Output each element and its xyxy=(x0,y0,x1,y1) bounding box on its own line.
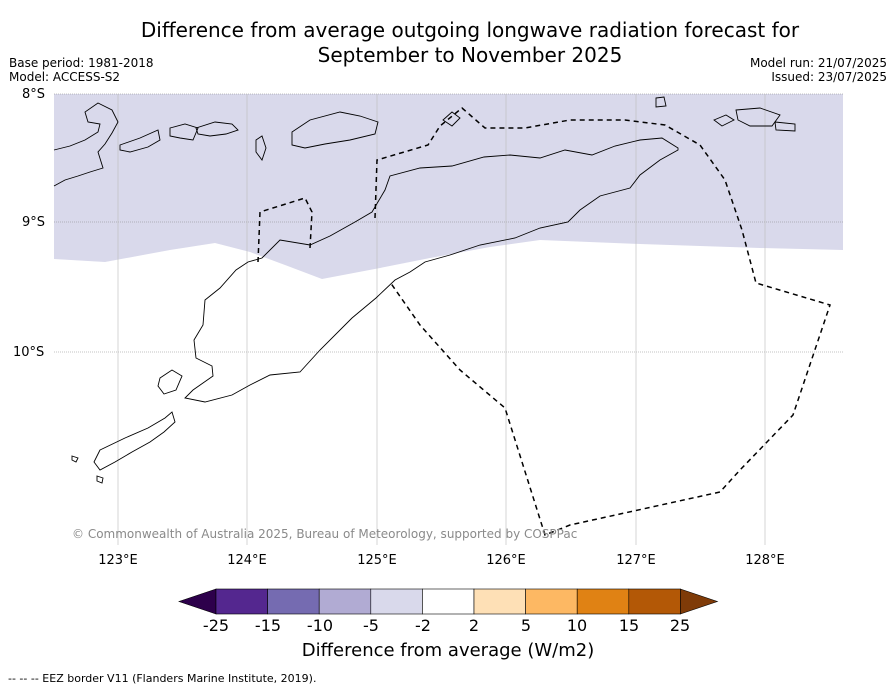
colorbar-tick: -25 xyxy=(202,616,230,635)
lon-label-125e: 125°E xyxy=(357,553,397,568)
base-period: Base period: 1981-2018 xyxy=(9,56,154,70)
title-line-2: September to November 2025 xyxy=(317,43,623,67)
colorbar-segment xyxy=(267,588,320,615)
colorbar-segment xyxy=(473,588,526,615)
anomaly-region xyxy=(54,94,843,279)
island-alor xyxy=(195,121,239,137)
island-lakor xyxy=(735,107,781,127)
lat-label-10s: 10°S xyxy=(13,345,45,360)
island-leti xyxy=(655,96,667,108)
colorbar-tick: 10 xyxy=(566,616,588,635)
model-name: Model: ACCESS-S2 xyxy=(9,70,121,84)
island-wetar xyxy=(291,111,379,149)
lon-label-123e: 123°E xyxy=(98,553,138,568)
lat-label-9s: 9°S xyxy=(22,215,46,230)
copyright-notice: © Commonwealth of Australia 2025, Bureau… xyxy=(72,527,578,541)
meta-right: Model run: 21/07/2025 Issued: 23/07/2025 xyxy=(750,56,887,84)
lon-label-128e: 128°E xyxy=(745,553,785,568)
colorbar-segment xyxy=(215,588,268,615)
colorbar-tick: -10 xyxy=(306,616,334,635)
colorbar-tick: 2 xyxy=(468,616,480,635)
meta-left: Base period: 1981-2018 Model: ACCESS-S2 xyxy=(9,56,154,84)
colorbar-under-extend xyxy=(178,588,217,615)
issued-date: Issued: 23/07/2025 xyxy=(771,70,887,84)
island-ndao xyxy=(71,455,79,463)
coastlines xyxy=(53,96,796,484)
lat-label-8s: 8°S xyxy=(22,87,46,102)
colorbar-segment xyxy=(576,588,630,615)
lon-label-126e: 126°E xyxy=(486,553,526,568)
island-lembata xyxy=(119,129,161,153)
title-line-1: Difference from average outgoing longwav… xyxy=(140,18,800,42)
colorbar-label: Difference from average (W/m2) xyxy=(301,640,595,661)
island-kisar xyxy=(442,111,461,127)
colorbar-tick: 15 xyxy=(618,616,640,635)
colorbar-segment xyxy=(318,588,372,615)
colorbar-tick: -15 xyxy=(254,616,282,635)
island-ndana xyxy=(96,475,104,484)
island-moa xyxy=(713,114,735,127)
gridlines xyxy=(54,93,843,545)
lon-label-124e: 124°E xyxy=(227,553,267,568)
island-semau xyxy=(157,369,183,395)
colorbar-tick: -5 xyxy=(363,616,379,635)
island-pantar xyxy=(169,123,199,141)
eez-legend-note: -- -- -- EEZ border V11 (Flanders Marine… xyxy=(8,672,317,685)
colorbar-tick: 25 xyxy=(669,616,691,635)
island-flores-east xyxy=(53,102,119,187)
colorbar-tick: 5 xyxy=(520,616,532,635)
model-run: Model run: 21/07/2025 xyxy=(749,56,887,70)
island-sermata xyxy=(774,121,796,132)
island-atauro xyxy=(255,135,267,161)
lon-label-127e: 127°E xyxy=(616,553,656,568)
colorbar-segment xyxy=(628,588,681,615)
eez-border xyxy=(257,107,831,536)
colorbar-segment xyxy=(370,588,423,615)
colorbar-over-extend xyxy=(680,588,719,615)
colorbar-segment xyxy=(422,588,475,615)
island-rote xyxy=(93,411,176,471)
island-timor xyxy=(184,137,679,403)
colorbar-segment xyxy=(525,588,578,615)
map-title: Difference from average outgoing longwav… xyxy=(0,18,896,68)
colorbar xyxy=(178,588,719,615)
colorbar-tick: -2 xyxy=(415,616,431,635)
